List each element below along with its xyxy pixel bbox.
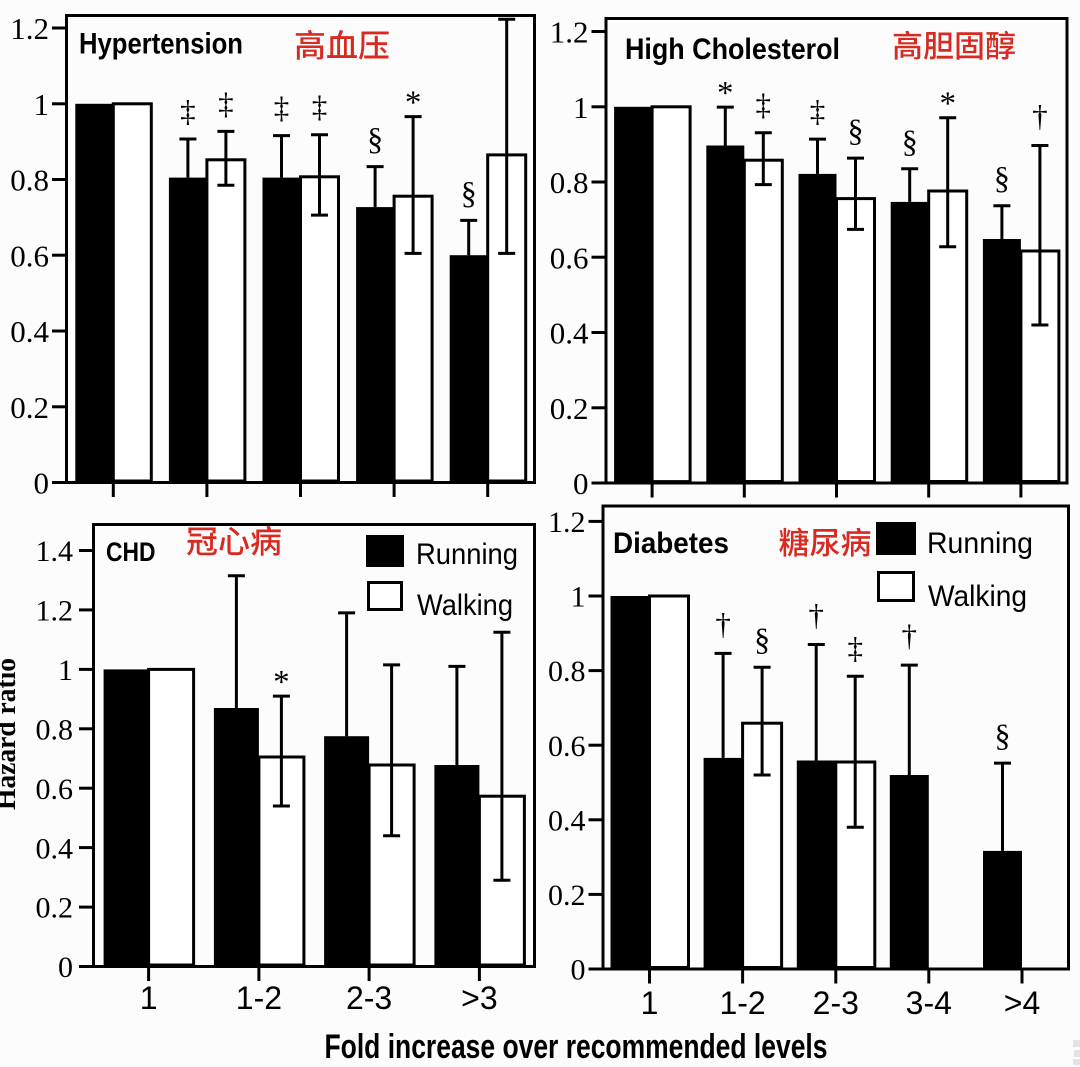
svg-text:1: 1: [641, 985, 659, 1021]
svg-text:0: 0: [58, 951, 73, 984]
svg-text:CHD: CHD: [106, 537, 156, 567]
svg-text:0.2: 0.2: [10, 390, 49, 425]
svg-text:1: 1: [34, 87, 50, 122]
svg-text:Hazard ratio: Hazard ratio: [0, 658, 22, 810]
svg-text:‡: ‡: [847, 631, 863, 666]
svg-text:*: *: [273, 665, 290, 701]
svg-text:‡: ‡: [180, 93, 196, 128]
svg-text:1: 1: [573, 90, 589, 125]
svg-text:0.8: 0.8: [550, 165, 589, 200]
svg-text:1: 1: [58, 654, 73, 687]
svg-text:§: §: [995, 717, 1011, 753]
svg-text:§: §: [902, 123, 918, 159]
svg-text:2-3: 2-3: [813, 985, 859, 1021]
svg-text:§: §: [754, 621, 770, 657]
svg-text:†: †: [808, 598, 824, 633]
svg-text:1: 1: [571, 581, 586, 614]
svg-text:1.2: 1.2: [36, 595, 74, 628]
svg-text:Hypertension: Hypertension: [79, 27, 243, 60]
svg-text:Fold increase over recommended: Fold increase over recommended levels: [325, 1028, 828, 1066]
svg-text:Running: Running: [927, 527, 1033, 560]
svg-text:2-3: 2-3: [346, 980, 392, 1016]
svg-text:§: §: [461, 174, 477, 210]
svg-text:>3: >3: [461, 980, 497, 1016]
svg-text:‡: ‡: [312, 89, 328, 124]
svg-text:3-4: 3-4: [906, 985, 952, 1021]
svg-text:1.2: 1.2: [10, 11, 49, 46]
svg-text:0.8: 0.8: [36, 713, 74, 746]
svg-text:Walking: Walking: [417, 589, 513, 622]
svg-text:0.2: 0.2: [36, 892, 74, 925]
svg-text:†: †: [1032, 99, 1048, 134]
svg-text:0.6: 0.6: [10, 238, 49, 273]
svg-text:0.8: 0.8: [548, 655, 586, 688]
svg-text:0.4: 0.4: [10, 314, 49, 349]
svg-text:1-2: 1-2: [236, 980, 282, 1016]
svg-text:0.8: 0.8: [10, 163, 49, 198]
svg-text:‡: ‡: [810, 94, 826, 129]
svg-text:*: *: [405, 85, 422, 121]
svg-text:0: 0: [571, 954, 586, 987]
svg-text:†: †: [715, 606, 731, 641]
svg-text:‡: ‡: [218, 86, 234, 121]
svg-text:0.6: 0.6: [550, 240, 589, 275]
svg-text:0: 0: [34, 466, 50, 501]
svg-text:0.2: 0.2: [548, 879, 586, 912]
svg-text:§: §: [367, 121, 383, 157]
svg-text:1.4: 1.4: [36, 535, 74, 568]
svg-text:0.4: 0.4: [36, 832, 74, 865]
svg-text:Diabetes: Diabetes: [613, 527, 729, 560]
svg-text:0.4: 0.4: [548, 804, 586, 837]
svg-text:*: *: [939, 86, 956, 122]
svg-text:Running: Running: [416, 538, 518, 571]
svg-text:0.2: 0.2: [550, 391, 589, 426]
svg-text:1.2: 1.2: [548, 506, 586, 539]
svg-text:0.6: 0.6: [548, 730, 586, 763]
svg-text:0: 0: [573, 466, 589, 501]
svg-text:1: 1: [140, 980, 158, 1016]
svg-text:0.6: 0.6: [36, 773, 74, 806]
svg-text:>4: >4: [1004, 985, 1040, 1021]
svg-text:0.4: 0.4: [550, 316, 589, 351]
svg-text:‡: ‡: [756, 87, 772, 122]
svg-text:§: §: [994, 160, 1010, 196]
svg-text:1.2: 1.2: [550, 15, 589, 50]
svg-text:*: *: [717, 76, 734, 112]
svg-text:‡: ‡: [274, 90, 290, 125]
svg-text:§: §: [848, 112, 864, 148]
svg-text:†: †: [902, 618, 918, 653]
svg-text:Walking: Walking: [928, 580, 1027, 613]
svg-text:High Cholesterol: High Cholesterol: [625, 33, 840, 66]
svg-text:1-2: 1-2: [719, 985, 765, 1021]
